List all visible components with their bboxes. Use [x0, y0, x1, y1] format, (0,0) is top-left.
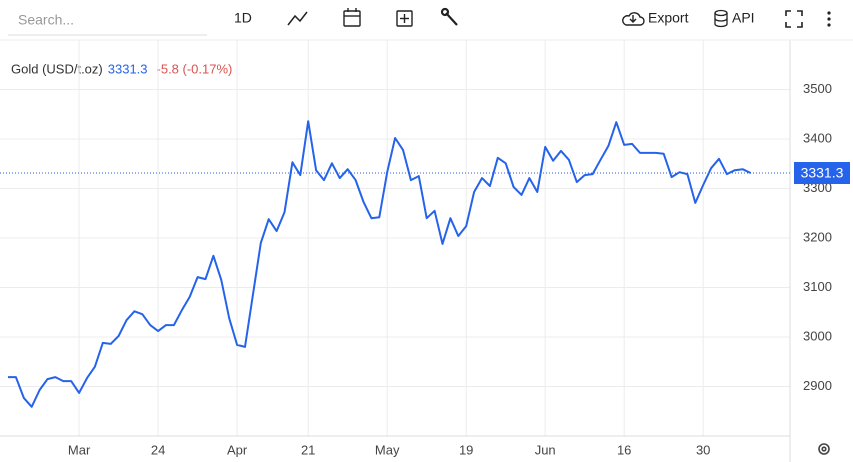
x-tick-label: 30 [696, 442, 710, 457]
y-tick-label: 2900 [803, 378, 832, 393]
chart-type-icon[interactable] [287, 11, 308, 26]
x-tick-label: 16 [617, 442, 631, 457]
legend-title: Gold (USD/t.oz) [11, 61, 103, 76]
x-tick-label: May [375, 442, 400, 457]
more-menu-icon[interactable] [827, 11, 831, 27]
price-line [8, 120, 752, 408]
export-icon[interactable] [622, 12, 645, 26]
x-tick-label: Jun [535, 442, 556, 457]
fullscreen-icon[interactable] [785, 10, 803, 28]
api-button[interactable]: API [732, 10, 755, 26]
legend-last-value: 3331.3 [108, 61, 148, 76]
x-tick-label: 21 [301, 442, 315, 457]
y-tick-label: 3500 [803, 81, 832, 96]
legend-change: -5.8 (-0.17%) [157, 61, 233, 76]
calendar-icon[interactable] [343, 8, 361, 27]
last-value-tag [794, 162, 850, 185]
add-icon[interactable] [396, 10, 413, 27]
export-button[interactable]: Export [648, 10, 689, 26]
last-value-tag-label: 3331.3 [801, 165, 844, 181]
y-tick-label: 3200 [803, 229, 832, 244]
api-icon[interactable] [714, 9, 728, 28]
gear-icon[interactable] [818, 443, 830, 455]
x-tick-label: 24 [151, 442, 165, 457]
y-tick-label: 3100 [803, 279, 832, 294]
period-button[interactable]: 1D [234, 10, 252, 26]
y-tick-label: 3400 [803, 130, 832, 145]
search-box[interactable]: Search... [18, 12, 74, 28]
x-tick-label: Apr [227, 442, 248, 457]
settings-wrench-icon[interactable] [440, 7, 458, 26]
y-tick-label: 3000 [803, 328, 832, 343]
x-tick-label: Mar [68, 442, 91, 457]
x-tick-label: 19 [459, 442, 473, 457]
